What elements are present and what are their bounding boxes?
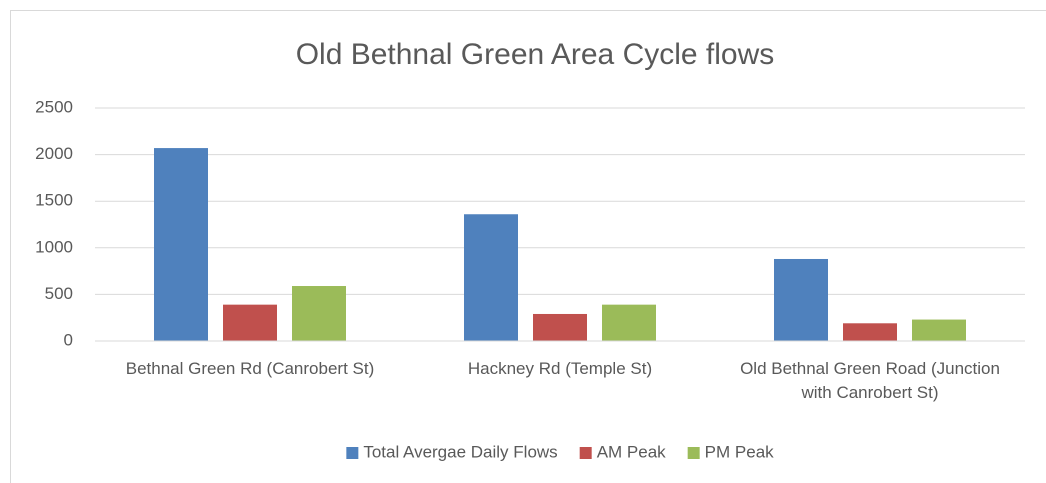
bar <box>292 286 346 341</box>
chart-title: Old Bethnal Green Area Cycle flows <box>296 38 775 71</box>
bar <box>223 304 277 341</box>
bar <box>912 319 966 341</box>
legend-label: Total Avergae Daily Flows <box>363 442 557 461</box>
y-tick-label: 0 <box>64 330 73 349</box>
x-tick-label: Hackney Rd (Temple St) <box>468 359 652 378</box>
legend-swatch <box>579 447 592 459</box>
bar <box>602 304 656 341</box>
y-tick-label: 500 <box>45 284 73 303</box>
y-tick-label: 2500 <box>35 97 73 116</box>
bar <box>154 148 208 341</box>
bar <box>464 214 518 341</box>
x-tick-label: Old Bethnal Green Road (Junction with Can… <box>740 359 1000 402</box>
legend-swatch <box>687 447 700 459</box>
x-tick-label: Bethnal Green Rd (Canrobert St) <box>126 359 375 378</box>
y-tick-label: 1500 <box>35 191 73 210</box>
legend-label: PM Peak <box>705 442 774 461</box>
bar <box>774 258 828 341</box>
y-tick-label: 2000 <box>35 144 73 163</box>
bar <box>533 313 587 341</box>
bar <box>843 323 897 341</box>
legend-label: AM Peak <box>597 442 666 461</box>
y-tick-label: 1000 <box>35 237 73 256</box>
legend-swatch <box>346 447 359 459</box>
